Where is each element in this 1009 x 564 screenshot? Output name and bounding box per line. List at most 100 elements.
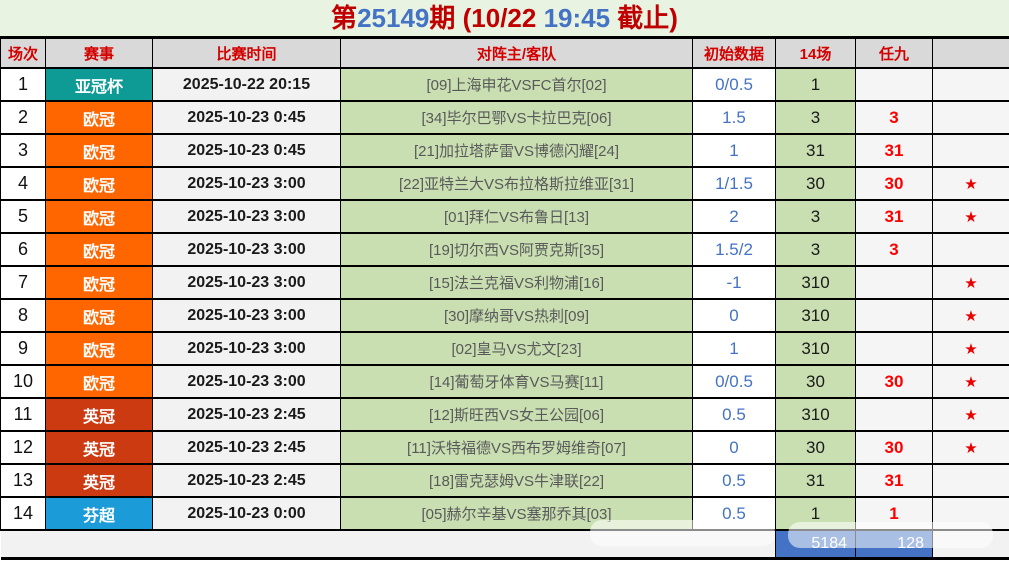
totals-spacer (0, 529, 776, 560)
teams-cell: [02]皇马VS尤文[23] (340, 331, 693, 366)
teams-cell: [15]法兰克福VS利物浦[16] (340, 265, 693, 300)
games14-cell: 30 (775, 430, 856, 465)
league-cell: 英冠 (45, 430, 153, 465)
col-header-league: 赛事 (45, 38, 153, 69)
match-number-cell: 4 (0, 166, 46, 201)
games14-cell: 1 (775, 67, 856, 102)
teams-cell: [05]赫尔辛基VS塞那乔其[03] (340, 496, 693, 531)
match-number-cell: 9 (0, 331, 46, 366)
match-number-cell: 5 (0, 199, 46, 234)
totals-end-spacer (932, 529, 1009, 560)
league-cell: 芬超 (45, 496, 153, 531)
games14-cell: 31 (775, 463, 856, 498)
teams-cell: [11]沃特福德VS西布罗姆维奇[07] (340, 430, 693, 465)
any9-cell: 30 (855, 364, 933, 399)
league-cell: 欧冠 (45, 364, 153, 399)
match-row: 11 英冠 2025-10-23 2:45 [12]斯旺西VS女王公园[06] 0.5 3… (0, 397, 1009, 432)
match-row: 1 亚冠杯 2025-10-22 20:15 [09]上海申花VSFC首尔[02] 0/… (0, 67, 1009, 102)
match-number-cell: 11 (0, 397, 46, 432)
league-cell: 欧冠 (45, 133, 153, 168)
star-icon: ★ (932, 166, 1009, 201)
initial-odds-cell: 1 (692, 133, 776, 168)
any9-cell (855, 67, 933, 102)
match-row: 13 英冠 2025-10-23 2:45 [18]雷克瑟姆VS牛津联[22] 0.5 3… (0, 463, 1009, 498)
initial-odds-cell: 0.5 (692, 496, 776, 531)
games14-cell: 30 (775, 364, 856, 399)
match-time-cell: 2025-10-22 20:15 (152, 67, 341, 102)
match-number-cell: 2 (0, 100, 46, 135)
title-deadline-date: (10/22 (455, 3, 544, 33)
league-cell: 欧冠 (45, 232, 153, 267)
teams-cell: [21]加拉塔萨雷VS博德闪耀[24] (340, 133, 693, 168)
star-icon: ★ (932, 430, 1009, 465)
initial-odds-cell: 1.5/2 (692, 232, 776, 267)
col-header-star (932, 38, 1009, 69)
initial-odds-cell: -1 (692, 265, 776, 300)
star-icon: ★ (932, 364, 1009, 399)
games14-cell: 3 (775, 232, 856, 267)
star-cell (932, 100, 1009, 135)
match-number-cell: 10 (0, 364, 46, 399)
match-time-cell: 2025-10-23 3:00 (152, 331, 341, 366)
star-icon: ★ (932, 331, 1009, 366)
league-cell: 欧冠 (45, 298, 153, 333)
page-title: 第25149期 (10/22 19:45 截止) (0, 0, 1009, 38)
col-header-14-games: 14场 (775, 38, 856, 69)
title-deadline-label: 截止) (610, 3, 678, 33)
match-row: 12 英冠 2025-10-23 2:45 [11]沃特福德VS西布罗姆维奇[07] 0… (0, 430, 1009, 465)
teams-cell: [34]毕尔巴鄂VS卡拉巴克[06] (340, 100, 693, 135)
any9-cell (855, 331, 933, 366)
match-number-cell: 14 (0, 496, 46, 531)
star-cell (932, 133, 1009, 168)
title-issue-prefix: 第 (331, 3, 358, 33)
games14-cell: 31 (775, 133, 856, 168)
match-row: 5 欧冠 2025-10-23 3:00 [01]拜仁VS布鲁日[13] 2 3 31 ★ (0, 199, 1009, 234)
league-cell: 欧冠 (45, 331, 153, 366)
initial-odds-cell: 0 (692, 298, 776, 333)
initial-odds-cell: 0.5 (692, 463, 776, 498)
star-icon: ★ (932, 265, 1009, 300)
league-cell: 亚冠杯 (45, 67, 153, 102)
star-icon: ★ (932, 397, 1009, 432)
league-cell: 欧冠 (45, 100, 153, 135)
games14-cell: 3 (775, 199, 856, 234)
any9-cell: 31 (855, 199, 933, 234)
match-time-cell: 2025-10-23 3:00 (152, 199, 341, 234)
any9-cell: 30 (855, 430, 933, 465)
league-cell: 欧冠 (45, 166, 153, 201)
match-time-cell: 2025-10-23 3:00 (152, 232, 341, 267)
title-issue-suffix: 期 (429, 3, 456, 33)
league-cell: 欧冠 (45, 265, 153, 300)
star-icon: ★ (932, 298, 1009, 333)
col-header-any9: 任九 (855, 38, 933, 69)
match-time-cell: 2025-10-23 0:45 (152, 133, 341, 168)
league-cell: 欧冠 (45, 199, 153, 234)
match-number-cell: 13 (0, 463, 46, 498)
col-header-initial-odds: 初始数据 (692, 38, 776, 69)
match-time-cell: 2025-10-23 2:45 (152, 397, 341, 432)
star-cell (932, 67, 1009, 102)
games14-cell: 310 (775, 265, 856, 300)
total-any9-cell: 128 (855, 529, 933, 560)
teams-cell: [18]雷克瑟姆VS牛津联[22] (340, 463, 693, 498)
match-row: 6 欧冠 2025-10-23 3:00 [19]切尔西VS阿贾克斯[35] 1.5/2… (0, 232, 1009, 267)
match-time-cell: 2025-10-23 3:00 (152, 166, 341, 201)
match-time-cell: 2025-10-23 0:00 (152, 496, 341, 531)
initial-odds-cell: 0/0.5 (692, 364, 776, 399)
games14-cell: 310 (775, 298, 856, 333)
match-row: 9 欧冠 2025-10-23 3:00 [02]皇马VS尤文[23] 1 310 ★ (0, 331, 1009, 366)
match-time-cell: 2025-10-23 3:00 (152, 298, 341, 333)
league-cell: 英冠 (45, 463, 153, 498)
any9-cell: 3 (855, 232, 933, 267)
teams-cell: [01]拜仁VS布鲁日[13] (340, 199, 693, 234)
any9-cell: 31 (855, 133, 933, 168)
match-row: 14 芬超 2025-10-23 0:00 [05]赫尔辛基VS塞那乔其[03] 0.5… (0, 496, 1009, 531)
games14-cell: 3 (775, 100, 856, 135)
match-time-cell: 2025-10-23 3:00 (152, 265, 341, 300)
title-issue-number: 25149 (357, 3, 430, 33)
initial-odds-cell: 1.5 (692, 100, 776, 135)
initial-odds-cell: 1 (692, 331, 776, 366)
col-header-teams: 对阵主/客队 (340, 38, 693, 69)
games14-cell: 30 (775, 166, 856, 201)
star-cell (932, 463, 1009, 498)
